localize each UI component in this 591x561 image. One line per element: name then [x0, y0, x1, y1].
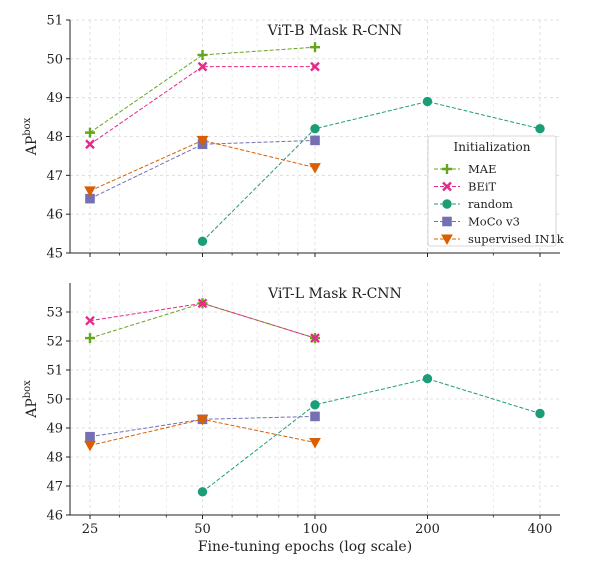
y-axis-label: APbox	[22, 117, 40, 156]
data-point-supervised-in1k	[196, 135, 209, 147]
series-line-moco-v3	[89, 415, 316, 438]
series-supervised-in1k	[84, 135, 321, 197]
y-axis-label-superscript: box	[22, 117, 33, 135]
y-tick-label: 53	[46, 306, 63, 321]
legend-box	[427, 135, 557, 247]
series-beit	[85, 61, 320, 150]
data-point-beit	[310, 333, 320, 343]
data-point-random	[197, 236, 208, 247]
legend-marker-random	[442, 199, 452, 209]
x-tick-label: 25	[82, 522, 99, 537]
x-axis-label: Fine-tuning epochs (log scale)	[198, 539, 412, 555]
y-tick-label: 50	[46, 393, 63, 408]
data-point-moco-v3	[85, 431, 95, 442]
data-point-mae	[85, 127, 95, 138]
data-point-random	[422, 374, 433, 384]
y-axis-label-main: AP	[24, 398, 40, 419]
data-point-random	[197, 487, 208, 497]
data-point-random	[422, 96, 433, 107]
y-tick-label: 47	[46, 169, 63, 184]
chart-panel-1: 45 46 47 48 49 50 51 ViT-B Mask R-CNN APbox Initi…	[22, 14, 565, 262]
legend-marker-supervised-in1k	[441, 234, 453, 246]
chart-panel-2: 46 47 48 49 50 51 52 53 25 50 100 200 400 ViT-L Mask …	[22, 283, 560, 555]
series-supervised-in1k	[84, 414, 321, 452]
y-tick-label: 51	[46, 14, 63, 29]
y-tick-label: 47	[46, 480, 63, 495]
series-line-random	[202, 101, 541, 242]
legend-label-supervised-in1k: supervised IN1k	[468, 232, 565, 246]
data-point-supervised-in1k	[309, 438, 321, 449]
data-point-random	[535, 408, 545, 419]
chart-title: ViT-L Mask R-CNN	[267, 286, 402, 302]
legend-label-moco-v3: MoCo v3	[468, 215, 520, 229]
x-tick-label: 200	[415, 522, 440, 537]
y-tick-label: 48	[46, 451, 63, 466]
data-point-random	[310, 124, 320, 134]
data-point-beit	[197, 61, 208, 72]
y-tick-label: 49	[46, 422, 63, 437]
legend-marker-beit	[442, 181, 452, 192]
y-tick-label: 48	[46, 130, 63, 145]
y-tick-label: 46	[46, 208, 63, 223]
y-axis-label: APbox	[22, 380, 40, 419]
x-tick-label: 50	[194, 522, 211, 537]
data-point-moco-v3	[310, 135, 320, 146]
chart-title: ViT-B Mask R-CNN	[267, 23, 403, 39]
data-point-mae	[310, 42, 320, 53]
data-point-beit	[197, 298, 208, 309]
legend-label-mae: MAE	[468, 162, 496, 176]
legend-marker-mae	[442, 164, 452, 174]
data-point-random	[535, 124, 545, 134]
data-point-beit	[85, 139, 95, 150]
series-random	[197, 96, 545, 247]
legend-title: Initialization	[454, 140, 531, 154]
data-point-moco-v3	[310, 411, 320, 422]
data-point-supervised-in1k	[196, 414, 209, 426]
y-tick-label: 52	[46, 335, 63, 350]
data-point-beit	[310, 61, 320, 72]
y-tick-label: 49	[46, 91, 63, 106]
series-line-beit	[89, 302, 316, 339]
y-tick-label: 50	[46, 52, 63, 67]
data-point-supervised-in1k	[309, 163, 321, 174]
legend: Initialization MAE BEiT random MoCo v3 superv…	[427, 135, 565, 247]
y-axis-label-superscript: box	[22, 380, 33, 398]
series-line-random	[202, 378, 541, 493]
series-mae	[85, 42, 320, 138]
data-point-mae	[197, 49, 208, 60]
legend-label-beit: BEiT	[468, 180, 497, 194]
y-tick-label: 51	[46, 364, 63, 379]
y-tick-label: 45	[46, 247, 63, 262]
x-tick-label: 100	[303, 522, 328, 537]
x-tick-label: 400	[528, 522, 553, 537]
series-beit	[85, 298, 320, 343]
series-line-moco-v3	[89, 139, 316, 200]
legend-label-random: random	[468, 197, 513, 211]
series-line-beit	[89, 66, 315, 145]
series-line-mae	[89, 46, 316, 134]
y-axis-label-main: AP	[24, 136, 40, 157]
data-point-beit	[85, 315, 95, 326]
y-tick-label: 46	[46, 509, 63, 524]
data-point-supervised-in1k	[84, 186, 96, 197]
legend-marker-moco-v3	[442, 216, 452, 227]
series-random	[197, 374, 545, 497]
data-point-mae	[85, 333, 95, 344]
data-point-random	[310, 400, 320, 410]
data-point-supervised-in1k	[84, 440, 96, 452]
